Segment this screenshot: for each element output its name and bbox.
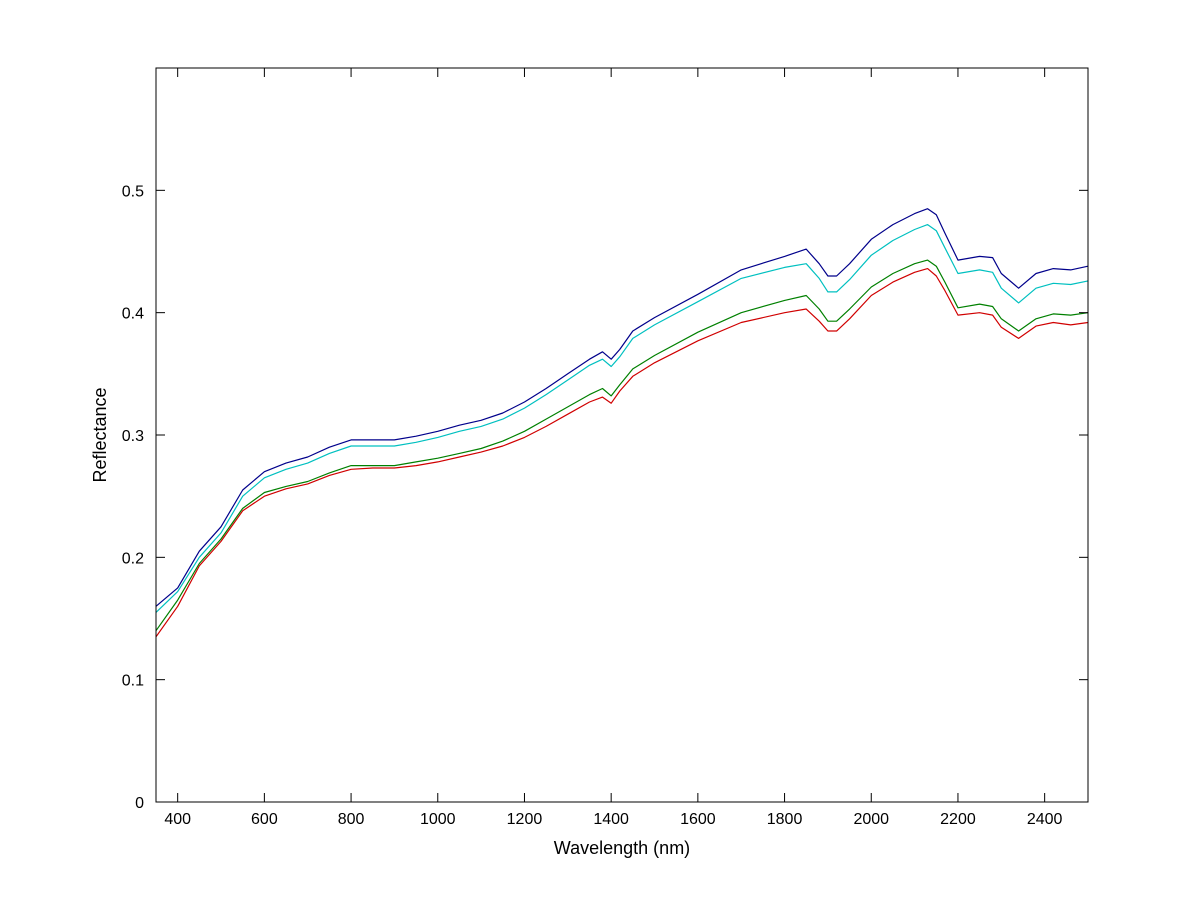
series-line-1 xyxy=(155,208,1089,607)
x-tick-label: 1600 xyxy=(680,811,716,828)
x-tick-label: 1200 xyxy=(507,811,543,828)
y-tick-label: 0.5 xyxy=(122,183,144,200)
series-line-4 xyxy=(155,268,1089,638)
x-tick-label: 2400 xyxy=(1027,811,1063,828)
y-tick-label: 0 xyxy=(135,795,144,812)
x-tick-label: 1800 xyxy=(767,811,803,828)
x-tick-label: 400 xyxy=(164,811,191,828)
y-tick-label: 0.1 xyxy=(122,673,144,690)
x-tick-label: 1000 xyxy=(420,811,456,828)
x-axis: 400 600 800 1000 1200 1400 1600 1800 2000 2200 240… xyxy=(164,68,1063,828)
x-tick-label: 1400 xyxy=(593,811,629,828)
y-tick-label: 0.4 xyxy=(122,306,144,323)
x-tick-label: 600 xyxy=(251,811,278,828)
x-tick-label: 800 xyxy=(338,811,365,828)
y-tick-label: 0.2 xyxy=(122,550,144,567)
x-axis-title: Wavelength (nm) xyxy=(554,838,690,858)
plot-area xyxy=(156,68,1088,802)
y-axis: 0 0.1 0.2 0.3 0.4 0.5 xyxy=(122,183,1088,812)
series-layer xyxy=(155,208,1089,638)
x-tick-label: 2000 xyxy=(853,811,889,828)
series-line-2 xyxy=(155,224,1089,613)
series-line-3 xyxy=(155,259,1089,632)
y-axis-title: Reflectance xyxy=(90,387,110,482)
x-tick-label: 2200 xyxy=(940,811,976,828)
y-tick-label: 0.3 xyxy=(122,428,144,445)
